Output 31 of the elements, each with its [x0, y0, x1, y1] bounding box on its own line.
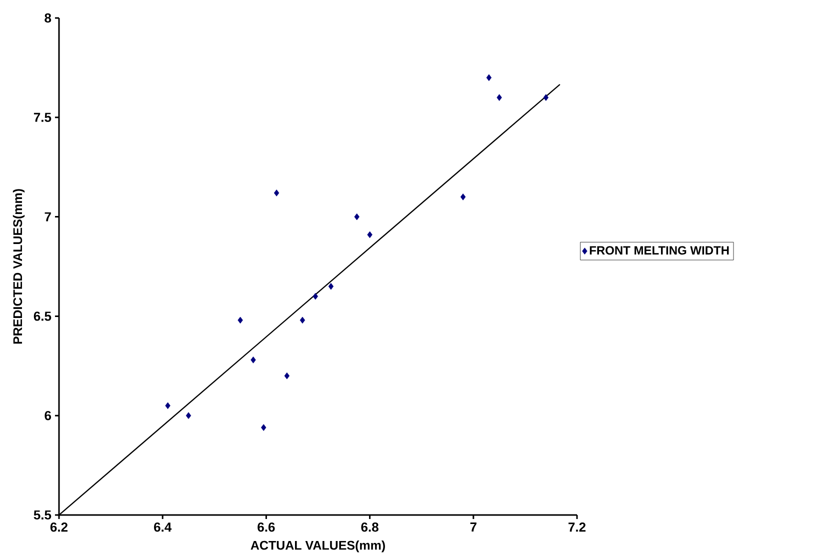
y-tick-label: 8 [44, 14, 52, 23]
point [186, 412, 192, 420]
x-axis-title: ACTUAL VALUES(mm) [250, 540, 385, 552]
point [238, 317, 243, 324]
point [250, 356, 256, 364]
legend-label: FRONT MELTING WIDTH [590, 246, 729, 255]
x-tick-label: 7 [470, 522, 476, 532]
point [328, 283, 334, 290]
point [460, 194, 466, 201]
point [284, 372, 290, 380]
y-axis-title: PREDICTED VALUES(mm) [12, 189, 25, 344]
point [261, 424, 266, 432]
y-tick-label: 7.5 [34, 113, 52, 122]
y-tick-label: 5.5 [34, 510, 52, 520]
x-tick-label: 6.2 [50, 522, 68, 532]
point [274, 190, 280, 197]
x-tick-label: 6.6 [258, 522, 275, 532]
x-tick-label: 7.2 [568, 522, 586, 532]
y-tick-label: 6.5 [34, 312, 52, 322]
point [354, 214, 360, 220]
point [367, 232, 372, 238]
y-tick-label: 6 [44, 411, 52, 420]
point [165, 402, 170, 410]
point [300, 317, 306, 324]
point [486, 74, 492, 82]
x-tick-label: 6.4 [154, 522, 172, 532]
point [496, 94, 502, 102]
x-tick-label: 6.8 [361, 522, 378, 532]
y-tick-label: 7 [44, 212, 51, 222]
point [543, 94, 549, 102]
point [312, 293, 318, 300]
